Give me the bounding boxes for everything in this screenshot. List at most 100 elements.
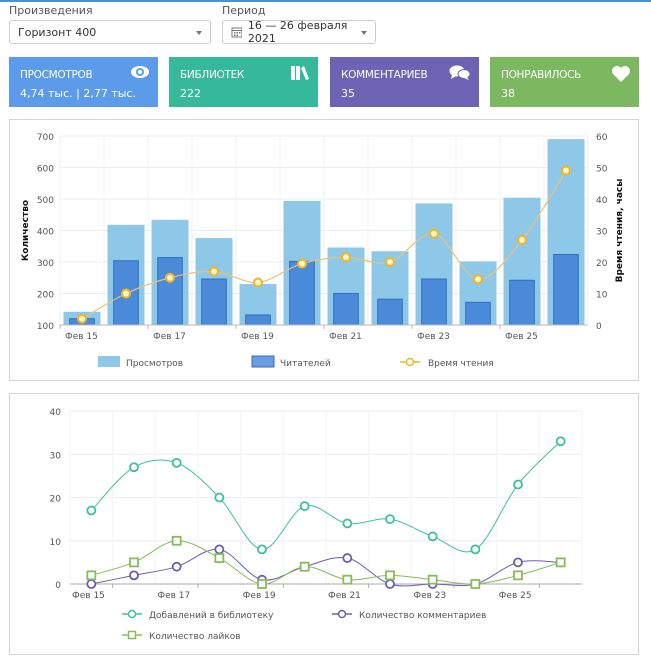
point-reading-time — [77, 313, 87, 324]
bar-readers — [333, 293, 359, 326]
calendar-icon — [231, 27, 242, 38]
work-label: Произведения — [9, 4, 93, 17]
y-tick-label: 30 — [50, 451, 62, 461]
y-tick-label: 20 — [50, 495, 62, 505]
point-series-1 — [385, 579, 395, 589]
bar-readers — [509, 279, 535, 326]
point-series-2 — [470, 579, 481, 589]
point-reading-time — [561, 165, 571, 176]
y-tick-label: 500 — [37, 196, 54, 206]
legend-label-readers: Читателей — [280, 359, 331, 369]
legend-swatch-readers — [251, 355, 275, 368]
likes-card-value: 38 — [501, 87, 515, 100]
point-series-1 — [86, 579, 97, 589]
work-select[interactable]: Горизонт 400 — [9, 20, 211, 44]
views-readers-chart: 100 200 300 400 500 600 700 0 10 20 30 40 50 60 Количе… — [21, 133, 625, 369]
y-tick-label: 700 — [37, 133, 54, 143]
x-tick-label: Фев 17 — [157, 591, 190, 601]
point-series-0 — [171, 458, 182, 468]
y2-tick-label: 30 — [596, 228, 608, 238]
legend-label-0: Добавлений в библиотеку — [149, 611, 274, 621]
libraries-card-value: 222 — [180, 87, 201, 100]
legend-label-2: Количество лайков — [149, 632, 241, 642]
point-series-1 — [342, 553, 353, 563]
comments-card-title: КОММЕНТАРИЕВ — [341, 69, 428, 81]
point-reading-time — [209, 266, 219, 277]
comments-card-value: 35 — [341, 87, 355, 100]
x-tick-label: Фев 19 — [243, 591, 276, 601]
point-reading-time — [385, 257, 395, 267]
y-tick-label: 10 — [50, 538, 62, 548]
point-series-0 — [555, 436, 566, 447]
legend-swatch-views — [98, 356, 120, 367]
point-series-0 — [470, 544, 481, 555]
top-accent-bar — [0, 0, 651, 2]
views-card[interactable]: ПРОСМОТРОВ 4,74 тыс. | 2,77 тыс. — [9, 57, 158, 107]
work-select-value: Горизонт 400 — [18, 25, 97, 39]
chevron-down-icon — [196, 31, 202, 35]
activity-chart-panel: 0 10 20 30 40 Фев 15 Фев 17 Фев 19 Фев 21 Фев 23 Ф… — [9, 393, 639, 655]
bar-readers — [377, 298, 403, 326]
libraries-card-title: БИБЛИОТЕК — [180, 69, 245, 81]
libraries-card[interactable]: БИБЛИОТЕК 222 — [169, 57, 318, 107]
likes-card-title: ПОНРАВИЛОСЬ — [501, 69, 582, 81]
point-series-0 — [257, 544, 267, 555]
legend-label-1: Количество комментариев — [359, 611, 486, 621]
x-tick-label: Фев 15 — [72, 591, 105, 601]
point-series-0 — [342, 518, 353, 529]
point-series-0 — [513, 479, 523, 490]
heart-icon — [612, 66, 630, 82]
x-tick-label: Фев 25 — [499, 591, 532, 601]
bar-readers — [201, 278, 227, 326]
legend-marker-1 — [337, 609, 347, 619]
point-series-2 — [214, 553, 225, 563]
point-series-2 — [342, 574, 353, 585]
point-reading-time — [473, 274, 483, 285]
y-tick-label: 600 — [37, 165, 54, 175]
y-tick-label: 400 — [37, 228, 54, 238]
y2-tick-label: 10 — [596, 291, 608, 301]
point-reading-time — [341, 252, 351, 263]
point-series-0 — [86, 505, 97, 516]
point-series-0 — [299, 501, 310, 512]
y-tick-label: 0 — [55, 581, 61, 591]
views-card-value: 4,74 тыс. | 2,77 тыс. — [20, 87, 136, 100]
x-tick-label: Фев 21 — [329, 332, 362, 342]
point-series-2 — [513, 570, 523, 581]
point-series-2 — [555, 557, 566, 568]
bar-readers — [245, 314, 271, 326]
bar-readers — [289, 260, 315, 326]
likes-card[interactable]: ПОНРАВИЛОСЬ 38 — [490, 57, 639, 107]
point-reading-time — [517, 234, 527, 245]
bar-readers — [465, 301, 491, 326]
x-tick-label: Фев 23 — [417, 332, 450, 342]
x-tick-label: Фев 21 — [328, 591, 361, 601]
x-tick-label: Фев 15 — [65, 332, 98, 342]
point-series-0 — [385, 514, 395, 525]
point-reading-time — [165, 272, 175, 283]
point-series-1 — [513, 557, 523, 568]
point-reading-time — [297, 258, 307, 269]
bar-readers — [421, 278, 447, 326]
chevron-down-icon — [361, 31, 367, 35]
period-label: Период — [222, 4, 266, 17]
point-series-1 — [214, 544, 225, 555]
legend-marker-2 — [127, 630, 137, 640]
point-series-2 — [86, 570, 97, 581]
y-tick-label: 40 — [50, 408, 62, 418]
bar-readers — [157, 257, 183, 326]
y2-tick-label: 20 — [596, 259, 608, 269]
point-series-2 — [385, 570, 395, 581]
y2-tick-label: 60 — [596, 133, 608, 143]
point-series-2 — [299, 561, 310, 572]
y-tick-label: 100 — [37, 322, 54, 332]
views-chart-panel: 100 200 300 400 500 600 700 0 10 20 30 40 50 60 Количе… — [9, 119, 639, 381]
point-series-2 — [257, 579, 267, 589]
point-reading-time — [121, 288, 131, 299]
period-select[interactable]: 16 — 26 февраля 2021 — [222, 19, 376, 45]
legend-label-reading-time: Время чтения — [428, 359, 494, 369]
comments-card[interactable]: КОММЕНТАРИЕВ 35 — [330, 57, 479, 107]
y2-tick-label: 0 — [596, 322, 602, 332]
views-card-title: ПРОСМОТРОВ — [20, 69, 93, 81]
x-tick-label: Фев 19 — [241, 332, 274, 342]
